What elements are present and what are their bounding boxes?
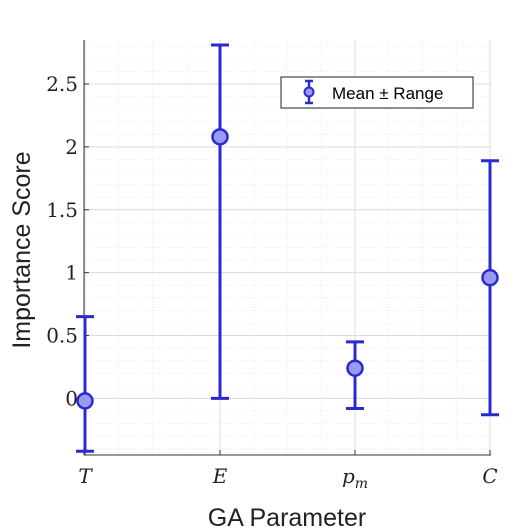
y-tick-label: 2: [65, 135, 78, 159]
y-tick-label: 0: [65, 386, 78, 410]
y-tick-label: 1: [65, 261, 78, 285]
x-axis-label: GA Parameter: [208, 504, 366, 532]
legend-marker: [303, 79, 315, 105]
x-tick-label: pm: [342, 464, 368, 492]
mean-point: [481, 268, 499, 287]
data-marks: [76, 43, 499, 453]
y-tick-label: 2.5: [46, 72, 78, 96]
y-tick-label: 1.5: [46, 198, 78, 222]
mean-point: [211, 128, 229, 146]
mean-point: [346, 359, 364, 377]
y-tick-label: 0.5: [46, 324, 78, 348]
x-tick-label: T: [78, 464, 93, 488]
x-tick-label: C: [482, 464, 497, 488]
legend: Mean ± Range: [280, 76, 474, 109]
legend-point: [303, 86, 315, 98]
grid: [84, 40, 491, 455]
legend-entry-label: Mean ± Range: [332, 84, 443, 103]
mean-point: [76, 392, 94, 410]
x-tick-label: E: [212, 464, 228, 488]
y-axis-label: Importance Score: [8, 151, 36, 348]
